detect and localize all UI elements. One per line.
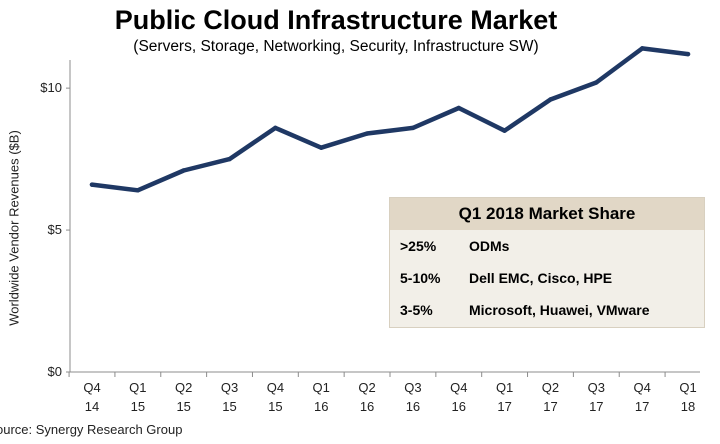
x-tick-label-quarter: Q1 xyxy=(496,380,513,395)
x-tick-label-year: 14 xyxy=(85,399,99,414)
x-tick-label-quarter: Q4 xyxy=(83,380,100,395)
x-tick-label-year: 15 xyxy=(268,399,282,414)
x-tick-label-year: 15 xyxy=(131,399,145,414)
data-point xyxy=(319,145,324,150)
x-tick-label-year: 15 xyxy=(176,399,190,414)
x-tick-label-year: 15 xyxy=(222,399,236,414)
share-percent: >25% xyxy=(400,238,437,254)
x-tick-label-quarter: Q1 xyxy=(313,380,330,395)
market-share-table: Q1 2018 Market Share >25% ODMs 5-10% Del… xyxy=(389,197,705,328)
x-tick-label-quarter: Q4 xyxy=(267,380,284,395)
data-point xyxy=(548,97,553,102)
y-tick-label: $10 xyxy=(40,80,62,95)
data-point xyxy=(89,182,95,187)
data-point xyxy=(135,188,141,193)
market-share-row: 3-5% Microsoft, Huawei, VMware xyxy=(390,294,704,326)
x-tick-label-year: 17 xyxy=(589,399,603,414)
x-tick-label-year: 17 xyxy=(543,399,557,414)
x-tick-label-quarter: Q4 xyxy=(450,380,467,395)
x-tick-label-year: 16 xyxy=(314,399,328,414)
share-vendors: Microsoft, Huawei, VMware xyxy=(469,302,650,318)
x-tick-label-quarter: Q3 xyxy=(404,380,421,395)
data-point xyxy=(685,51,691,57)
x-tick-label-year: 17 xyxy=(635,399,649,414)
market-share-row: >25% ODMs xyxy=(390,230,704,262)
revenue-line xyxy=(89,46,691,193)
x-tick-label-year: 17 xyxy=(497,399,511,414)
market-share-title: Q1 2018 Market Share xyxy=(390,198,704,230)
source-note: ource: Synergy Research Group xyxy=(0,422,183,437)
data-point xyxy=(456,105,461,111)
y-tick-label: $5 xyxy=(48,222,62,237)
x-tick-label-year: 16 xyxy=(406,399,420,414)
x-tick-label-quarter: Q2 xyxy=(358,380,375,395)
x-tick-label-quarter: Q1 xyxy=(679,380,696,395)
x-tick-label-quarter: Q2 xyxy=(542,380,559,395)
y-tick-label: $0 xyxy=(48,364,62,379)
x-tick-label-year: 18 xyxy=(681,399,695,414)
data-point xyxy=(181,168,186,173)
share-vendors: ODMs xyxy=(469,238,510,254)
chart-subtitle: (Servers, Storage, Networking, Security,… xyxy=(133,38,539,55)
share-percent: 3-5% xyxy=(400,302,433,318)
chart-title: Public Cloud Infrastructure Market xyxy=(114,5,558,35)
data-point xyxy=(410,125,416,131)
x-tick-label-quarter: Q4 xyxy=(633,380,650,395)
x-tick-label-year: 16 xyxy=(360,399,374,414)
x-tick-label-year: 16 xyxy=(452,399,466,414)
share-vendors: Dell EMC, Cisco, HPE xyxy=(469,270,613,286)
x-tick-label-quarter: Q2 xyxy=(175,380,192,395)
data-point xyxy=(502,128,507,133)
market-share-row: 5-10% Dell EMC, Cisco, HPE xyxy=(390,262,704,294)
x-tick-label-quarter: Q1 xyxy=(129,380,146,395)
data-point xyxy=(639,46,645,51)
share-percent: 5-10% xyxy=(400,270,441,286)
x-tick-label-quarter: Q3 xyxy=(221,380,238,395)
data-point xyxy=(594,80,599,85)
data-point xyxy=(364,131,370,136)
data-point xyxy=(273,125,278,131)
x-tick-label-quarter: Q3 xyxy=(588,380,605,395)
data-point xyxy=(227,156,232,162)
